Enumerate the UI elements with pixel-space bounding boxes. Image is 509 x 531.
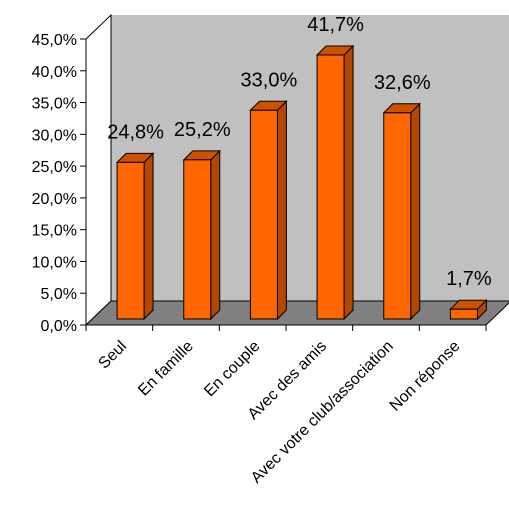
bar-front — [183, 159, 212, 320]
bar — [382, 102, 421, 321]
bar-side — [410, 102, 421, 321]
bar-side — [143, 152, 154, 321]
data-labels: 24,8% 25,2% 33,0% 41,7% 32,6% 1,7% — [107, 14, 492, 290]
bar-front — [316, 54, 345, 320]
bar — [449, 298, 488, 321]
y-tick-label: 45,0% — [32, 32, 77, 49]
y-tick-label: 20,0% — [32, 191, 77, 208]
bar-front — [383, 112, 412, 320]
category-label: En couple — [201, 338, 263, 400]
bar — [115, 152, 155, 321]
data-label: 25,2% — [174, 119, 231, 141]
back-wall — [111, 15, 509, 301]
bar-side — [210, 149, 221, 321]
category-label: Avec votre club/association — [248, 338, 397, 487]
bar-front — [449, 308, 478, 320]
value-axis: 0,0% 5,0% 10,0% 15,0% 20,0% 25,0% 30,0% 35,0% 40… — [32, 32, 487, 335]
data-label: 24,8% — [107, 121, 164, 143]
data-label: 1,7% — [446, 268, 492, 290]
side-wall — [85, 13, 112, 327]
bar — [182, 149, 221, 321]
data-label: 32,6% — [374, 72, 431, 94]
y-tick-label: 0,0% — [41, 318, 77, 335]
bar-front — [249, 109, 278, 320]
y-tick-label: 5,0% — [41, 286, 77, 303]
bar-side — [343, 44, 354, 321]
data-label: 41,7% — [307, 14, 364, 36]
y-tick-label: 35,0% — [32, 96, 77, 113]
data-label: 33,0% — [241, 69, 298, 91]
category-label: En famille — [135, 338, 197, 400]
y-tick-label: 40,0% — [32, 64, 77, 81]
category-label: Seul — [95, 338, 130, 373]
category-label: Non réponse — [387, 338, 464, 415]
bar — [315, 44, 355, 321]
bar-side — [276, 100, 287, 321]
y-tick-label: 15,0% — [32, 223, 77, 240]
y-tick-label: 30,0% — [32, 127, 77, 144]
bars — [115, 44, 488, 321]
y-tick-label: 10,0% — [32, 254, 77, 271]
bar-front — [116, 161, 145, 320]
bar — [249, 100, 288, 321]
y-tick-label: 25,0% — [32, 159, 77, 176]
